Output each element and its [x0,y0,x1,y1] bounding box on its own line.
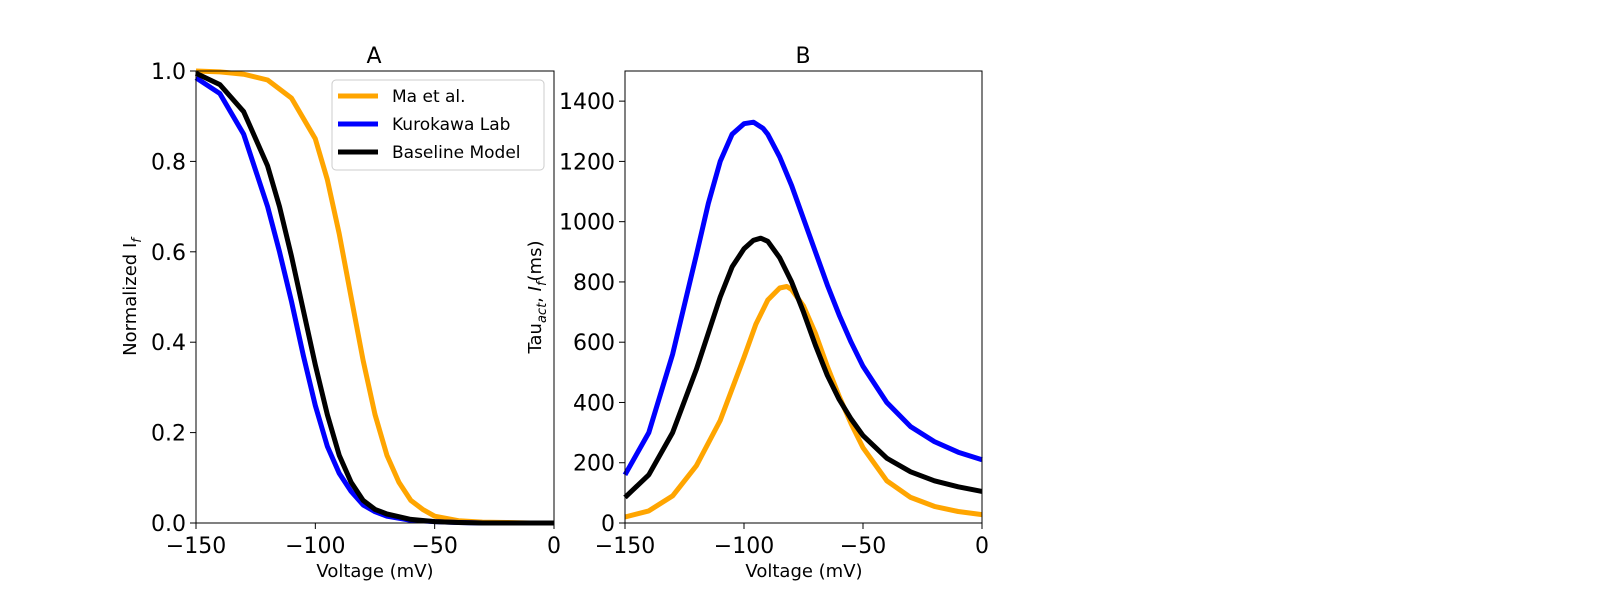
panel-b-y-tick-label: 1200 [559,150,615,175]
legend-label-kurokawa: Kurokawa Lab [392,115,510,135]
panel-a-x-label: Voltage (mV) [316,561,433,582]
panel-b-y-tick-label: 1000 [559,211,615,236]
panel-a-frame [195,70,555,524]
legend: Ma et al. Kurokawa Lab Baseline Model [331,79,545,171]
panel-b-y-ticks: 0 200 400 600 800 1000 1200 1400 [559,90,625,537]
panel-a-x-ticks: −150 −100 −50 0 [166,523,561,559]
panel-b-y-tick-label: 0 [601,512,615,537]
panel-b-y-label-unit: (ms) [525,241,546,282]
panel-b-frame [624,70,983,524]
panel-a-x-tick-label: −150 [166,534,226,559]
panel-a-y-tick-label: 0.2 [151,422,186,447]
panel-b: B −150 −100 −50 0 0 200 400 600 800 1000 1200 1400… [525,44,989,582]
panel-a-y-tick-label: 0.4 [151,331,186,356]
legend-label-baseline: Baseline Model [392,143,521,163]
panel-b-y-label-i: I [525,286,546,291]
panel-b-x-tick-label: 0 [975,534,989,559]
panel-b-y-tick-label: 800 [573,271,615,296]
panel-b-y-label-comma: , [525,291,546,302]
panel-b-title: B [795,44,810,69]
panel-b-x-label: Voltage (mV) [745,561,862,582]
panel-b-x-tick-label: −150 [595,534,655,559]
panel-b-series-kurokawa [622,119,983,477]
panel-b-series-baseline [623,235,983,500]
panel-a-y-ticks: 0.0 0.2 0.4 0.6 0.8 1.0 [151,60,196,537]
panel-b-y-tick-label: 1400 [559,90,615,115]
legend-box [331,79,545,171]
panel-a-y-tick-label: 1.0 [151,60,186,85]
panel-a-y-tick-label: 0.8 [151,150,186,175]
panel-b-y-label-main: Tau [525,323,546,354]
panel-a-x-tick-label: −50 [411,534,457,559]
panel-b-y-label-act: act [535,302,550,323]
panel-b-y-tick-label: 200 [573,452,615,477]
panel-b-x-ticks: −150 −100 −50 0 [595,523,989,559]
panel-b-y-tick-label: 600 [573,331,615,356]
panel-b-y-tick-label: 400 [573,391,615,416]
panel-b-plot-area [622,119,983,520]
panel-a-title: A [366,44,381,69]
panel-a-y-tick-label: 0.0 [151,512,186,537]
panel-b-y-label-f: f [535,279,550,286]
panel-a-y-label: Normalized If [120,236,145,356]
panel-a: A −150 −100 −50 0 0.0 0.2 0.4 0.6 0.8 1.0 Voltag… [120,44,561,582]
panel-a-y-tick-label: 0.6 [151,241,186,266]
panel-b-x-tick-label: −100 [714,534,774,559]
panel-b-x-tick-label: −50 [840,534,886,559]
panel-b-y-label: Tauact, If(ms) [525,241,550,355]
panel-a-y-label-sub: f [130,236,145,243]
panel-a-y-label-main: Normalized I [120,243,141,356]
panel-a-x-tick-label: −100 [285,534,345,559]
legend-label-ma: Ma et al. [392,87,466,107]
panel-a-x-tick-label: 0 [547,534,561,559]
